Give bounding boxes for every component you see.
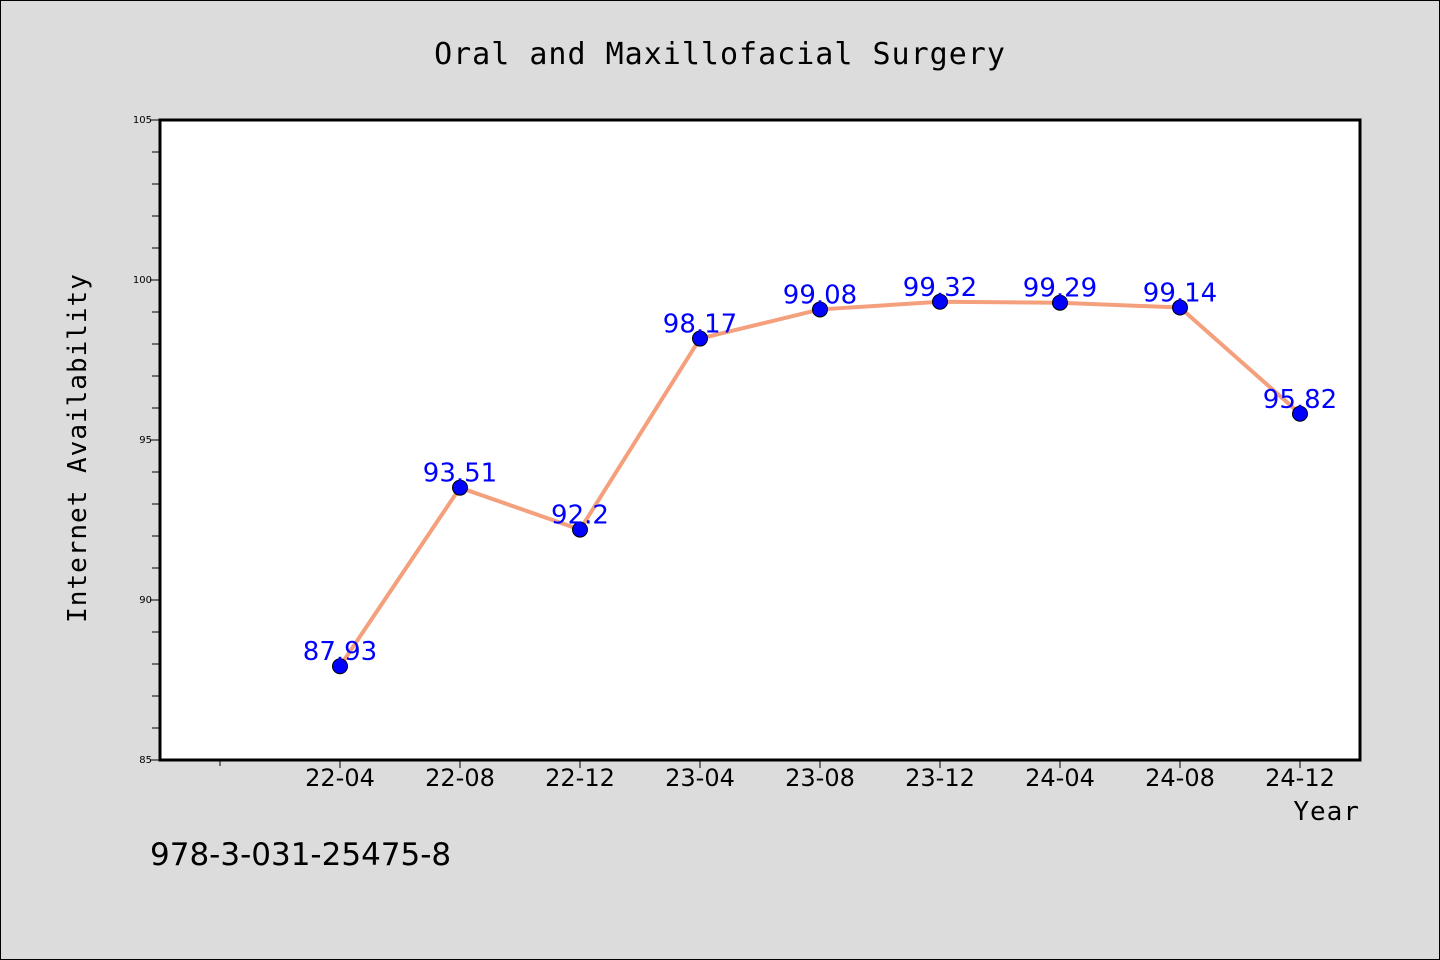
- data-label: 99.14: [1143, 279, 1217, 309]
- data-point-marker: [572, 521, 588, 538]
- data-point-marker: [1292, 405, 1308, 422]
- y-axis-label: Internet Availability: [63, 273, 93, 623]
- x-tick-label: 22-12: [545, 764, 615, 792]
- data-label: 92.2: [551, 501, 609, 531]
- x-tick-label: 24-12: [1265, 764, 1335, 792]
- data-label: 95.82: [1263, 385, 1337, 415]
- x-tick-label: 23-04: [665, 764, 735, 792]
- x-axis-label: Year: [1293, 797, 1360, 827]
- data-point-marker: [1172, 299, 1188, 316]
- y-tick-label: 95: [139, 435, 152, 446]
- footer-code: 978-3-031-25475-8: [150, 837, 451, 873]
- x-tick-label: 24-04: [1025, 764, 1095, 792]
- data-label: 99.08: [783, 280, 857, 310]
- data-label: 93.51: [423, 459, 497, 489]
- data-label: 87.93: [303, 637, 377, 667]
- data-point-marker: [812, 301, 828, 318]
- x-axis: 22-04 22-08 22-12 23-04 23-08 23-12 24-04 24-08…: [219, 760, 1335, 792]
- data-point-marker: [1052, 294, 1068, 311]
- data-point-marker: [332, 658, 348, 675]
- x-tick-label: 22-08: [425, 764, 495, 792]
- data-label: 99.32: [903, 273, 977, 303]
- x-tick-label: 24-08: [1145, 764, 1215, 792]
- chart-title: Oral and Maxillofacial Surgery: [434, 37, 1006, 72]
- series-line-group: [332, 293, 1308, 675]
- y-tick-label: 85: [139, 755, 152, 766]
- y-axis: 85 90 95 100 105: [133, 115, 160, 766]
- data-point-marker: [932, 293, 948, 310]
- plot-area: [158, 118, 1362, 762]
- x-tick-label: 23-12: [905, 764, 975, 792]
- y-tick-label: 100: [133, 275, 152, 286]
- data-labels-group: 87.93 93.51 92.2 98.17 99.08 99.32 99.29 99.14 9…: [303, 273, 1337, 667]
- data-point-marker: [452, 479, 468, 496]
- y-tick-label: 90: [139, 595, 152, 606]
- x-tick-label: 23-08: [785, 764, 855, 792]
- data-point-marker: [692, 330, 708, 347]
- x-tick-label: 22-04: [305, 764, 375, 792]
- data-label: 99.29: [1023, 274, 1097, 304]
- y-tick-label: 105: [133, 115, 152, 126]
- data-label: 98.17: [663, 310, 737, 340]
